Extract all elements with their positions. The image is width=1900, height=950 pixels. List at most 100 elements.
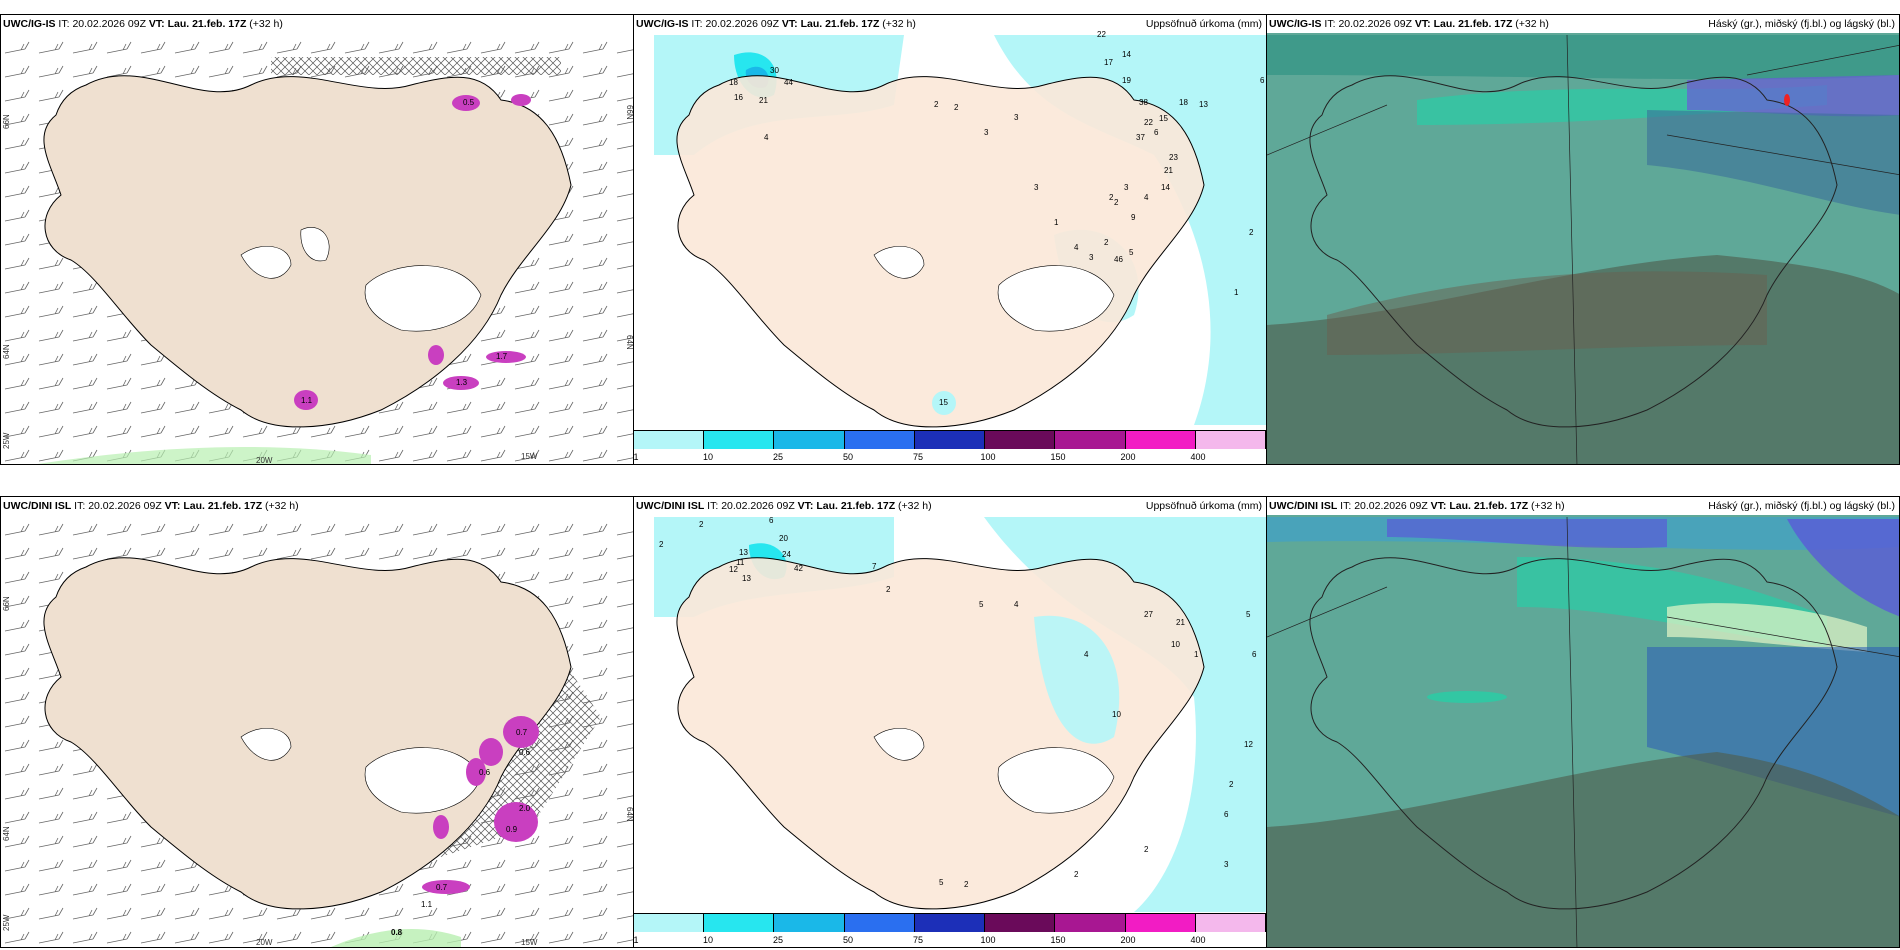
svg-text:3: 3 (1124, 183, 1129, 192)
iceland-outline (1309, 557, 1838, 910)
svg-text:1.1: 1.1 (421, 900, 433, 909)
wind-map: 0.5 1.7 1.3 1.1 66N 64N 25W 20W 15W 66N … (1, 33, 634, 465)
svg-text:15: 15 (939, 398, 948, 407)
colorbar-swatch (704, 914, 775, 932)
svg-text:15: 15 (1159, 114, 1168, 123)
svg-text:12: 12 (729, 565, 738, 574)
svg-text:44: 44 (784, 78, 793, 87)
svg-text:46: 46 (1114, 255, 1123, 264)
svg-text:4: 4 (764, 133, 769, 142)
svg-text:2: 2 (934, 100, 939, 109)
svg-text:1: 1 (1234, 288, 1239, 297)
svg-text:22: 22 (1144, 118, 1153, 127)
colorbar-swatch (774, 431, 845, 449)
svg-text:2: 2 (659, 540, 664, 549)
colorbar-swatch (1195, 914, 1266, 932)
svg-text:25W: 25W (2, 432, 11, 449)
svg-text:6: 6 (1252, 650, 1257, 659)
svg-text:13: 13 (742, 574, 751, 583)
svg-text:0.8: 0.8 (391, 928, 403, 937)
svg-text:20W: 20W (256, 938, 273, 947)
svg-text:13: 13 (739, 548, 748, 557)
svg-text:5: 5 (1129, 248, 1134, 257)
svg-text:0.6: 0.6 (519, 748, 531, 757)
svg-text:11: 11 (736, 558, 745, 567)
svg-text:64N: 64N (2, 826, 11, 841)
svg-text:4: 4 (1014, 600, 1019, 609)
precip-panel-top: UWC/IG-IS IT: 20.02.2026 09Z VT: Lau. 21… (633, 14, 1267, 465)
svg-text:0.5: 0.5 (463, 98, 475, 107)
svg-text:27: 27 (1144, 610, 1153, 619)
iceland-outline (676, 75, 1205, 428)
svg-text:18: 18 (1179, 98, 1188, 107)
svg-text:37: 37 (1136, 133, 1145, 142)
svg-text:2: 2 (1109, 193, 1114, 202)
svg-text:1.7: 1.7 (496, 352, 508, 361)
svg-text:24: 24 (782, 550, 791, 559)
colorbar-swatch (844, 914, 915, 932)
svg-text:1: 1 (1194, 650, 1199, 659)
colorbar-ticks: 1 10 25 50 75 100 150 200 400 (633, 452, 1206, 462)
colorbar (634, 913, 1266, 936)
svg-text:15W: 15W (521, 938, 538, 947)
svg-text:0.9: 0.9 (506, 825, 518, 834)
svg-text:20W: 20W (256, 456, 273, 465)
svg-text:18: 18 (729, 78, 738, 87)
colorbar-swatch (985, 431, 1056, 449)
panel-header: UWC/IG-IS IT: 20.02.2026 09Z VT: Lau. 21… (3, 18, 283, 30)
svg-text:19: 19 (1122, 76, 1131, 85)
svg-text:3: 3 (1224, 860, 1229, 869)
precip-map: 2 2 6 20 13 12 42 24 11 13 5 4 7 2 27 21… (654, 516, 1266, 912)
svg-text:64N: 64N (625, 335, 634, 350)
colorbar (634, 430, 1266, 453)
svg-text:7: 7 (872, 562, 877, 571)
svg-text:2: 2 (1144, 845, 1149, 854)
svg-text:9: 9 (1131, 213, 1136, 222)
svg-text:2: 2 (1249, 228, 1254, 237)
wind-map: 0.7 0.6 0.6 0.8 0.9 2.0 0.7 1.1 66N 64N … (1, 515, 633, 947)
svg-text:42: 42 (794, 564, 803, 573)
colorbar-swatch (844, 431, 915, 449)
svg-text:2: 2 (1229, 780, 1234, 789)
svg-text:10: 10 (1112, 710, 1121, 719)
svg-text:5: 5 (1246, 610, 1251, 619)
svg-text:2: 2 (699, 520, 704, 529)
colorbar-swatch (1195, 431, 1266, 449)
svg-text:6: 6 (769, 516, 774, 525)
svg-text:1: 1 (1054, 218, 1059, 227)
svg-text:22: 22 (1097, 30, 1106, 39)
svg-text:5: 5 (979, 600, 984, 609)
svg-text:4: 4 (1144, 193, 1149, 202)
panel-header: UWC/DINI ISL IT: 20.02.2026 09Z VT: Lau.… (1269, 500, 1895, 512)
svg-text:2: 2 (954, 103, 959, 112)
svg-text:6: 6 (1224, 810, 1229, 819)
precip-map: 30 44 18 16 21 4 2 2 3 3 3 22 17 14 19 3… (654, 30, 1266, 428)
colorbar-swatch (985, 914, 1056, 932)
svg-text:20: 20 (779, 534, 788, 543)
svg-text:21: 21 (1164, 166, 1173, 175)
svg-text:6: 6 (1260, 76, 1265, 85)
colorbar-swatch (634, 431, 705, 449)
svg-text:66N: 66N (2, 114, 11, 129)
colorbar-swatch (1125, 431, 1196, 449)
svg-text:21: 21 (1176, 618, 1185, 627)
svg-text:2: 2 (1104, 238, 1109, 247)
svg-text:2.0: 2.0 (519, 804, 531, 813)
svg-text:0.7: 0.7 (516, 728, 528, 737)
svg-text:15W: 15W (521, 452, 538, 461)
svg-text:25W: 25W (2, 914, 11, 931)
wind-panel-top: UWC/IG-IS IT: 20.02.2026 09Z VT: Lau. 21… (0, 14, 634, 465)
svg-text:3: 3 (1089, 253, 1094, 262)
svg-text:0.7: 0.7 (436, 883, 448, 892)
svg-text:66N: 66N (2, 596, 11, 611)
precip-panel-bottom: UWC/DINI ISL IT: 20.02.2026 09Z VT: Lau.… (633, 496, 1267, 948)
svg-text:2: 2 (964, 880, 969, 889)
colorbar-ticks: 1 10 25 50 75 100 150 200 400 (633, 935, 1206, 945)
svg-text:3: 3 (984, 128, 989, 137)
svg-text:66N: 66N (625, 105, 634, 120)
colorbar-swatch (1055, 431, 1126, 449)
panel-header: UWC/IG-IS IT: 20.02.2026 09Z VT: Lau. 21… (636, 18, 1262, 30)
iceland-outline (1309, 75, 1838, 428)
wind-panel-bottom: UWC/DINI ISL IT: 20.02.2026 09Z VT: Lau.… (0, 496, 634, 948)
svg-text:17: 17 (1104, 58, 1113, 67)
